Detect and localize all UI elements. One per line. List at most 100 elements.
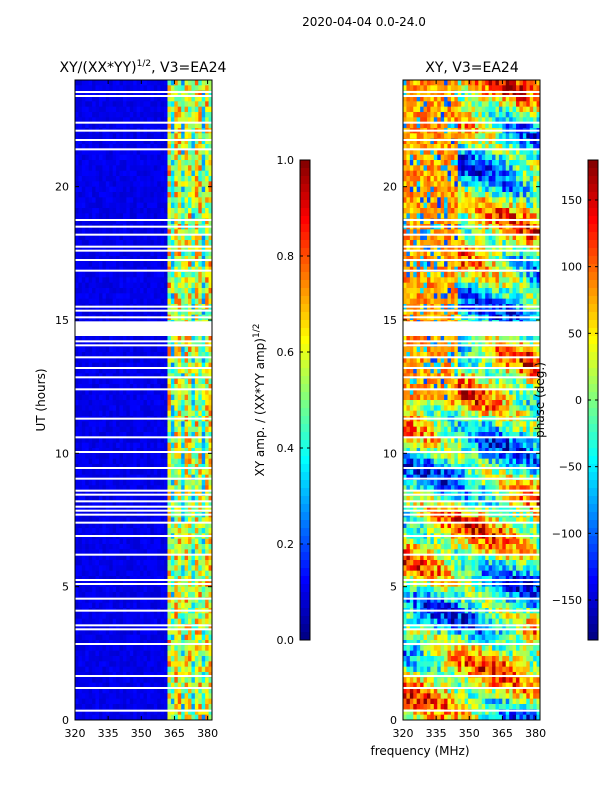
heatmap-cell xyxy=(208,384,213,390)
heatmap-cell xyxy=(78,544,83,550)
heatmap-cell xyxy=(116,197,120,204)
flagged-row xyxy=(75,709,212,712)
heatmap-cell xyxy=(184,144,189,150)
heatmap-cell xyxy=(136,458,141,465)
heatmap-cell xyxy=(188,357,192,364)
heatmap-cell xyxy=(146,394,151,401)
heatmap-cell xyxy=(133,597,138,604)
heatmap-cell xyxy=(119,154,124,161)
heatmap-cell xyxy=(164,528,168,534)
heatmap-cell xyxy=(126,400,131,406)
heatmap-cell xyxy=(122,165,127,172)
heatmap-cell xyxy=(92,714,96,721)
heatmap-cell xyxy=(119,122,124,129)
heatmap-cell xyxy=(109,85,114,92)
heatmap-cell xyxy=(157,618,162,625)
heatmap-cell xyxy=(105,336,110,342)
heatmap-cell xyxy=(102,234,107,241)
heatmap-cell xyxy=(140,282,144,289)
heatmap-cell xyxy=(105,634,110,641)
heatmap-cell xyxy=(205,293,209,300)
heatmap-cell xyxy=(98,245,103,252)
heatmap-cell xyxy=(119,282,124,289)
heatmap-cell xyxy=(119,229,124,236)
heatmap-cell xyxy=(181,544,185,550)
heatmap-cell xyxy=(205,506,209,513)
heatmap-cell xyxy=(112,117,117,124)
heatmap-cell xyxy=(92,570,96,577)
heatmap-cell xyxy=(205,96,209,102)
heatmap-cell xyxy=(88,218,93,225)
heatmap-cell xyxy=(119,250,124,257)
heatmap-cell xyxy=(88,613,93,620)
heatmap-cell xyxy=(157,629,162,636)
heatmap-cell xyxy=(150,661,155,668)
heatmap-cell xyxy=(109,149,114,156)
heatmap-cell xyxy=(98,565,103,572)
heatmap-cell xyxy=(109,522,114,529)
flagged-row xyxy=(75,367,212,369)
heatmap-cell xyxy=(188,448,192,454)
heatmap-cell xyxy=(129,549,134,556)
heatmap-cell xyxy=(201,453,206,460)
heatmap-cell xyxy=(146,117,151,124)
heatmap-cell xyxy=(174,176,179,182)
heatmap-cell xyxy=(191,693,196,700)
heatmap-cell xyxy=(201,432,206,438)
heatmap-cell xyxy=(85,485,90,492)
heatmap-cell xyxy=(122,421,127,428)
heatmap-cell xyxy=(164,394,168,401)
heatmap-cell xyxy=(153,186,158,193)
heatmap-cell xyxy=(133,458,138,465)
heatmap-cell xyxy=(140,384,144,390)
heatmap-cell xyxy=(205,602,209,609)
heatmap-cell xyxy=(205,181,209,188)
heatmap-cell xyxy=(112,538,117,545)
heatmap-cell xyxy=(95,538,100,545)
heatmap-cell xyxy=(92,181,96,188)
heatmap-cell xyxy=(167,528,172,534)
flagged-row xyxy=(75,269,212,272)
heatmap-cell xyxy=(170,453,175,460)
heatmap-cell xyxy=(98,192,103,198)
heatmap-cell xyxy=(98,453,103,460)
heatmap-cell xyxy=(150,80,155,86)
heatmap-cell xyxy=(150,432,155,438)
heatmap-cell xyxy=(184,384,189,390)
heatmap-cell xyxy=(119,634,124,641)
heatmap-cell xyxy=(122,112,127,118)
heatmap-cell xyxy=(146,400,151,406)
heatmap-cell xyxy=(150,672,155,678)
heatmap-cell xyxy=(78,586,83,593)
heatmap-cell xyxy=(205,357,209,364)
heatmap-cell xyxy=(81,442,86,449)
heatmap-cell xyxy=(146,112,151,118)
heatmap-cell xyxy=(85,298,90,305)
heatmap-cell xyxy=(205,362,209,369)
heatmap-cell xyxy=(170,597,175,604)
heatmap-cell xyxy=(112,229,117,236)
heatmap-cell xyxy=(164,266,168,273)
heatmap-cell xyxy=(160,181,165,188)
heatmap-cell xyxy=(98,394,103,401)
heatmap-cell xyxy=(208,624,213,630)
heatmap-cell xyxy=(174,453,179,460)
heatmap-cell xyxy=(184,442,189,449)
heatmap-cell xyxy=(194,576,199,582)
heatmap-cell xyxy=(170,501,175,508)
heatmap-cell xyxy=(119,138,124,145)
heatmap-cell xyxy=(116,597,120,604)
heatmap-cell xyxy=(164,149,168,156)
heatmap-cell xyxy=(109,341,114,348)
heatmap-cell xyxy=(78,469,83,476)
heatmap-cell xyxy=(129,528,134,534)
heatmap-cell xyxy=(146,282,151,289)
heatmap-cell xyxy=(119,85,124,92)
heatmap-cell xyxy=(181,341,185,348)
heatmap-cell xyxy=(160,90,165,97)
heatmap-cell xyxy=(198,362,203,369)
heatmap-cell xyxy=(105,357,110,364)
heatmap-cell xyxy=(98,682,103,689)
heatmap-cell xyxy=(129,208,134,214)
heatmap-cell xyxy=(157,176,162,182)
